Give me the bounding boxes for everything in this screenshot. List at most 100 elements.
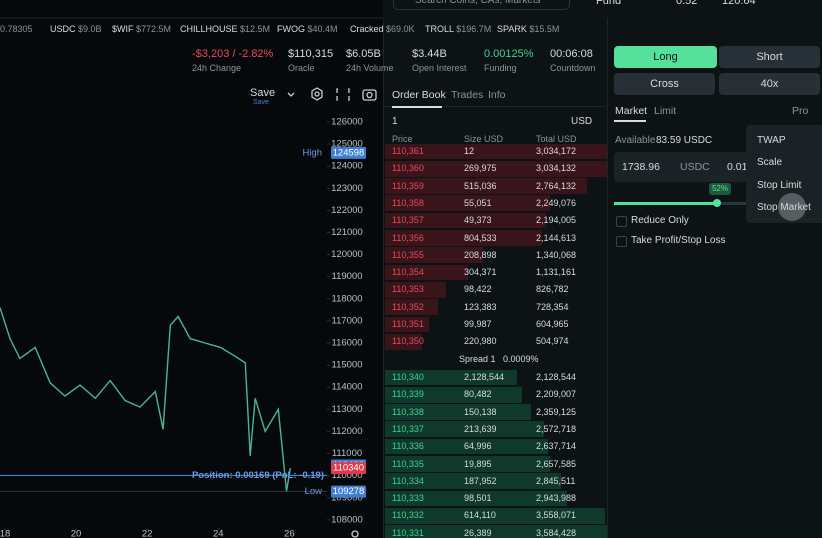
book-price[interactable]: 110,357 (392, 215, 424, 226)
book-total: 3,034,132 (536, 163, 577, 174)
divider (607, 18, 608, 538)
checkbox[interactable] (616, 216, 627, 227)
column-header: Price (392, 134, 413, 144)
y-tick-label: 126000 (331, 116, 363, 127)
option-label: Take Profit/Stop Loss (631, 235, 726, 246)
book-total: 2,637,714 (536, 441, 577, 452)
book-price[interactable]: 110,352 (392, 301, 424, 312)
depth-bar (385, 386, 522, 403)
grouping-select[interactable]: 1 (392, 116, 398, 127)
pro-menu-item[interactable]: Scale (757, 157, 783, 169)
option-label: Reduce Only (631, 215, 689, 226)
ticker-item[interactable]: CHILLHOUSE $12.5M (180, 23, 270, 35)
balance: 120.64 (722, 0, 756, 7)
book-tab[interactable]: Trades (451, 89, 484, 101)
book-price[interactable]: 110,354 (392, 267, 424, 278)
book-size: 49,373 (464, 215, 492, 226)
y-tick-label: 124000 (331, 161, 363, 172)
slider-badge: 52% (708, 183, 731, 195)
depth-bar (385, 212, 546, 229)
x-tick-label: 24 (213, 529, 224, 538)
book-price[interactable]: 110,359 (392, 180, 424, 191)
save-button[interactable]: Save (250, 87, 276, 99)
book-price[interactable]: 110,356 (392, 232, 424, 243)
book-tab[interactable]: Info (488, 89, 506, 101)
ticker-item[interactable]: SPARK $15.5M (497, 23, 559, 35)
book-price[interactable]: 110,337 (392, 423, 424, 434)
book-total: 826,782 (536, 284, 569, 295)
search-placeholder: Search Coins, CAs, Markets (415, 0, 541, 6)
book-price[interactable]: 110,340 (392, 372, 424, 382)
book-price[interactable]: 110,338 (392, 406, 424, 417)
depth-bar (385, 143, 607, 160)
book-total: 1,131,161 (536, 267, 577, 278)
y-tick-label: 114000 (332, 382, 363, 393)
short-button[interactable]: Short (719, 46, 820, 68)
book-price[interactable]: 110,351 (392, 319, 424, 329)
ticker-name: CHILLHOUSE (180, 24, 238, 34)
ticker-item[interactable]: FWOG $40.4M (277, 23, 338, 35)
depth-bar (385, 247, 483, 264)
divider (383, 18, 384, 538)
depth-bar (385, 456, 550, 472)
book-price[interactable]: 110,334 (392, 475, 424, 486)
y-tick-label: 111000 (332, 448, 362, 459)
ticker-item[interactable]: Cracked $69.0K (350, 23, 415, 35)
y-tick-label: 109000 (331, 492, 363, 503)
book-price[interactable]: 110,353 (392, 284, 424, 295)
ticker-item[interactable]: TROLL $196.7M (425, 23, 491, 35)
book-price[interactable]: 110,355 (392, 249, 424, 260)
ticker-item[interactable]: USDC $9.0B (50, 23, 102, 35)
depth-bar (385, 473, 562, 490)
order-tab[interactable]: Market (615, 105, 648, 117)
size-value-2: 0.01 (727, 161, 748, 173)
book-tab[interactable]: Order Book (392, 89, 446, 101)
ticker-value: $15.5M (529, 24, 560, 34)
book-price[interactable]: 110,360 (392, 163, 424, 174)
book-price[interactable]: 110,339 (392, 389, 424, 400)
depth-bar (385, 281, 446, 298)
long-button[interactable]: Long (614, 46, 717, 68)
book-size: 213,639 (464, 423, 497, 434)
ticker-value: $772.5M (136, 24, 172, 34)
order-tab[interactable]: Limit (654, 105, 677, 117)
pro-menu-item[interactable]: Stop Limit (757, 179, 802, 191)
book-price[interactable]: 110,332 (392, 510, 424, 521)
book-price[interactable]: 110,336 (392, 441, 424, 452)
pro-menu-item[interactable]: Stop Market (757, 201, 811, 213)
book-price[interactable]: 110,333 (392, 493, 424, 504)
leverage-button[interactable]: 40x (719, 73, 820, 95)
book-price[interactable]: 110,335 (392, 458, 424, 469)
ticker-name: FWOG (277, 24, 305, 34)
slider-knob[interactable] (712, 199, 721, 207)
book-price[interactable]: 110,350 (392, 336, 424, 347)
book-price[interactable]: 110,361 (392, 146, 424, 156)
ticker-item[interactable]: $WIF $772.5M (112, 23, 171, 35)
book-total: 604,965 (536, 319, 569, 329)
book-size: 12 (464, 146, 475, 156)
tab-underline (392, 106, 442, 108)
fund-button[interactable]: Fund (596, 0, 622, 7)
order-tab[interactable]: Pro (792, 105, 809, 117)
checkbox[interactable] (616, 236, 627, 247)
currency-select[interactable]: USD (571, 116, 593, 127)
search-box[interactable] (393, 0, 570, 10)
book-price[interactable]: 110,358 (392, 197, 424, 208)
ticker-item[interactable]: 0.78305 (0, 23, 33, 35)
column-header: Size USD (464, 134, 504, 144)
book-size: 804,533 (464, 232, 497, 243)
price-badge-label: 124598 (333, 147, 365, 158)
book-size: 19,895 (464, 458, 492, 469)
x-tick-label: 20 (71, 529, 82, 538)
depth-bar (385, 230, 542, 246)
depth-bar (385, 438, 549, 455)
ticker-value: $196.7M (456, 24, 492, 34)
pro-menu-item[interactable]: TWAP (757, 135, 786, 146)
book-total: 2,572,718 (536, 423, 577, 434)
book-price[interactable]: 110,331 (392, 527, 424, 538)
y-tick-label: 122000 (331, 205, 363, 216)
spread-value: 0.0009% (503, 354, 539, 364)
cross-button[interactable]: Cross (614, 73, 715, 95)
ticker-value: 0.78305 (0, 24, 33, 34)
